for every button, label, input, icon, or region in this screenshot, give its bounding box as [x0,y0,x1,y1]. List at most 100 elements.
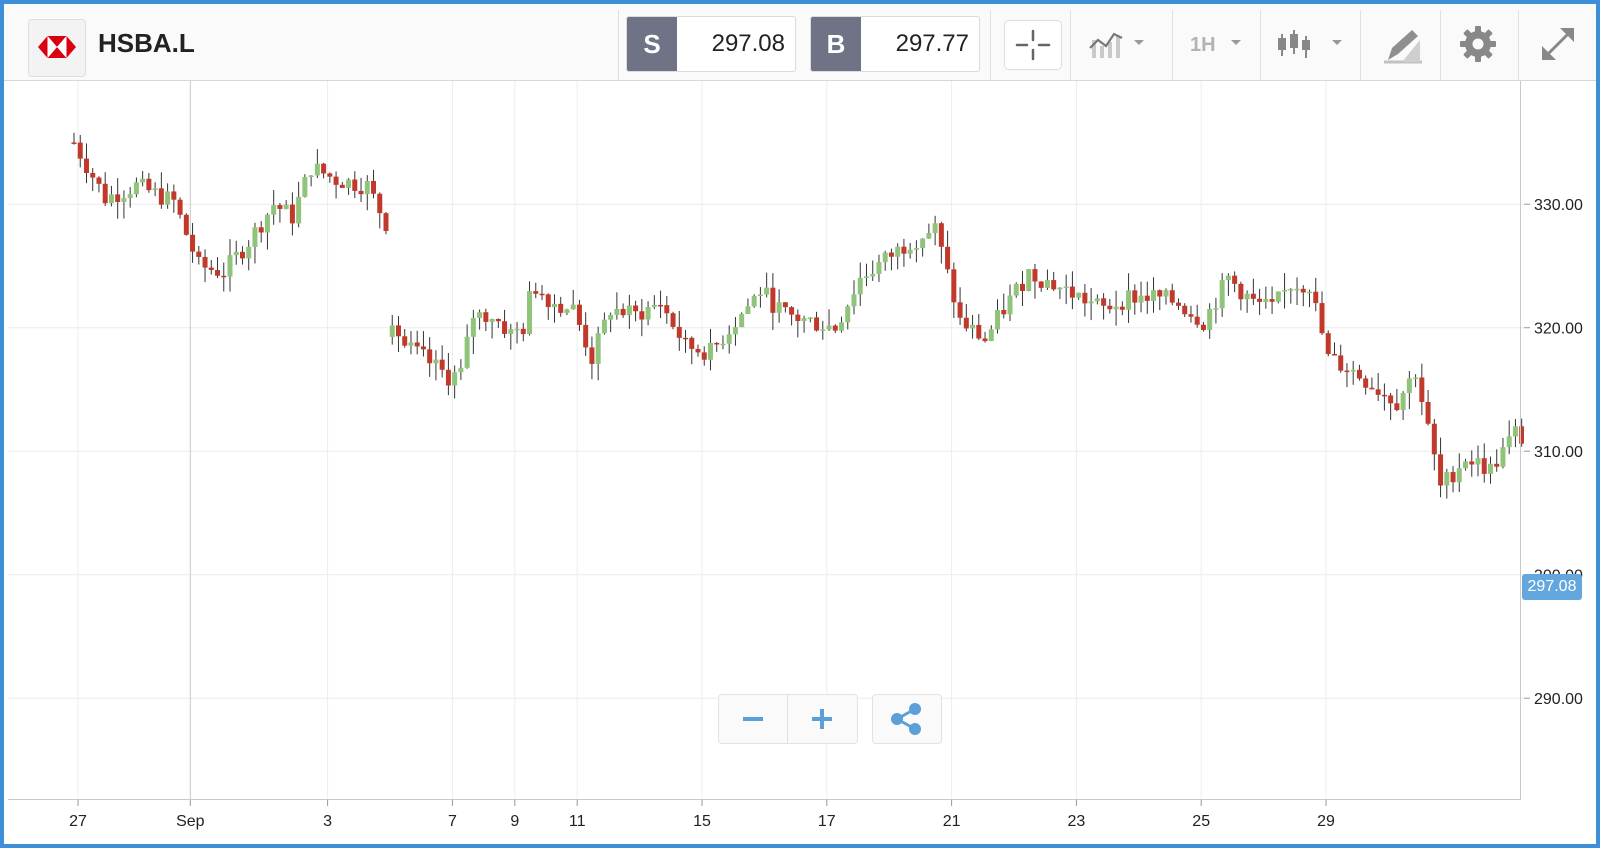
price-axis-line [1520,81,1521,800]
candle [302,174,308,198]
candle [1182,303,1188,318]
candle [433,350,439,381]
x-tick-label: 15 [693,813,711,830]
candle [945,230,951,274]
candle [395,316,401,352]
candle [296,181,302,228]
line-compare-icon [1089,32,1144,58]
candle [1238,281,1244,311]
buy-tag: B [811,17,861,71]
candle [1288,288,1294,304]
candle [1032,263,1038,299]
buy-quote-button[interactable]: B 297.77 [810,16,980,72]
candle [1519,418,1524,447]
compare-button[interactable] [1084,20,1154,68]
candle [289,192,295,236]
candle [1069,271,1075,310]
candle [570,289,576,310]
candle [314,149,320,178]
instrument-symbol: HSBA.L [98,28,195,58]
candle [1063,274,1069,305]
candle [1300,285,1306,307]
share-icon [891,703,921,735]
candle [707,328,713,371]
candle [870,260,876,281]
candle [239,246,245,265]
candle [1469,450,1475,477]
chart-type-button[interactable] [1272,20,1348,68]
sell-quote-button[interactable]: S 297.08 [626,16,796,72]
settings-button[interactable] [1450,20,1506,68]
instrument-logo [28,19,86,77]
chevron-down-icon [1231,40,1241,45]
candle [233,240,239,265]
candle [595,326,601,381]
crosshair-button[interactable] [1004,20,1062,70]
candle [1082,284,1088,317]
candle [1169,283,1175,306]
candle [1388,392,1394,421]
candle [1369,377,1375,390]
candle [1450,466,1456,493]
candle [171,184,177,213]
interval-button[interactable] [1180,20,1254,68]
candle [551,294,557,323]
x-tick-label: Sep [176,813,205,830]
candle [545,293,551,320]
candle [970,315,976,339]
candle [876,254,882,282]
candle [427,337,433,377]
candle [1512,418,1518,448]
zoom-in-button[interactable] [788,695,856,743]
candle [1375,373,1381,402]
zoom-out-button[interactable] [719,695,787,743]
candle [408,331,414,355]
candle [683,330,689,353]
buy-price: 297.77 [895,30,969,57]
share-button[interactable] [872,694,942,744]
candle [1475,445,1481,477]
candle [483,308,489,332]
candle [165,183,171,209]
candle [495,318,501,328]
candle [90,168,96,192]
zoom-out-icon [743,717,763,721]
fullscreen-button[interactable] [1530,20,1586,68]
candle [1500,437,1506,469]
candle [96,176,102,193]
candle [1294,277,1300,306]
candle [1163,288,1169,305]
candle [1250,278,1256,305]
toolbar-divider [618,10,619,80]
candle [576,299,582,331]
candle [726,325,732,354]
candle [558,296,564,317]
candle [951,262,957,318]
candle [982,331,988,343]
candle [907,242,913,259]
candle [789,306,795,326]
candle [1076,292,1082,300]
candle [695,344,701,357]
candle [957,287,963,325]
candle [1338,344,1344,373]
candle [920,238,926,257]
toolbar-divider [990,10,991,80]
candle [608,312,614,333]
candle [458,359,464,380]
candle [633,300,639,322]
candle [308,175,314,187]
candle [845,304,851,330]
candle [327,172,333,183]
candle [1094,294,1100,305]
candle [514,321,520,344]
candle [857,262,863,306]
draw-tools-button[interactable] [1372,20,1432,68]
candle [1425,389,1431,426]
candle [782,301,788,313]
candle [1350,360,1356,385]
zoom-divider [787,695,788,743]
y-tick-label: 290.00 [1534,691,1583,708]
toolbar-divider [1260,10,1261,80]
